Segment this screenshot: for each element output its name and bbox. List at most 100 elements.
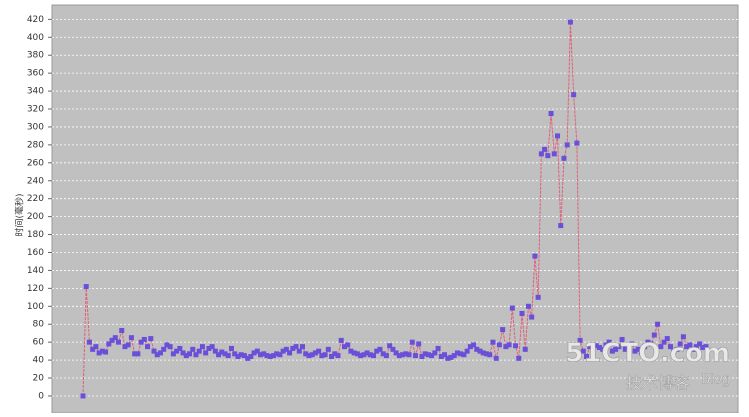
marker (638, 350, 644, 356)
marker (174, 348, 180, 354)
marker (154, 352, 160, 358)
marker (132, 351, 138, 357)
marker (454, 350, 460, 356)
marker (567, 19, 573, 25)
marker (403, 351, 409, 357)
marker (687, 342, 693, 348)
marker (358, 353, 364, 359)
marker (419, 354, 425, 360)
marker (703, 344, 709, 350)
marker (258, 352, 264, 358)
y-tick-label: 400 (27, 33, 44, 43)
marker (571, 92, 577, 98)
marker (622, 346, 628, 352)
marker (477, 348, 483, 354)
marker (103, 349, 109, 355)
marker (228, 345, 234, 351)
marker (80, 393, 86, 399)
marker (199, 344, 205, 350)
marker (619, 336, 625, 342)
y-tick-label: 180 (27, 230, 44, 240)
marker (509, 305, 515, 311)
marker (561, 155, 567, 161)
marker (632, 348, 638, 354)
marker (700, 345, 706, 351)
marker (429, 353, 435, 359)
marker (122, 344, 128, 350)
marker (300, 344, 306, 350)
marker (648, 341, 654, 347)
marker (667, 344, 673, 350)
marker (374, 348, 380, 354)
marker (577, 337, 583, 343)
marker (693, 344, 699, 350)
marker (232, 351, 238, 357)
marker (658, 344, 664, 350)
marker (241, 353, 247, 359)
marker (506, 342, 512, 348)
marker (461, 352, 467, 358)
marker (354, 351, 360, 357)
marker (432, 350, 438, 356)
marker (697, 341, 703, 347)
marker (128, 335, 134, 341)
marker (603, 342, 609, 348)
marker (435, 345, 441, 351)
marker (451, 353, 457, 359)
y-axis-label: 时间(毫秒) (14, 193, 26, 236)
marker (196, 348, 202, 354)
marker (296, 348, 302, 354)
marker (254, 348, 260, 354)
y-tick-label: 380 (27, 51, 44, 61)
marker (287, 350, 293, 356)
marker (251, 350, 257, 356)
marker (93, 344, 99, 350)
marker (377, 346, 383, 352)
marker (290, 345, 296, 351)
marker (157, 350, 163, 356)
y-tick-label: 160 (27, 248, 44, 258)
marker (170, 351, 176, 357)
marker (445, 355, 451, 361)
marker (86, 339, 92, 345)
marker (235, 354, 241, 360)
watermark: Blog (701, 373, 730, 388)
marker (109, 337, 115, 343)
marker (364, 350, 370, 356)
marker (645, 339, 651, 345)
marker (642, 344, 648, 350)
y-tick-label: 20 (33, 374, 45, 384)
marker (493, 355, 499, 361)
marker (664, 336, 670, 342)
marker (690, 346, 696, 352)
marker (309, 352, 315, 358)
marker (280, 348, 286, 354)
marker (522, 346, 528, 352)
marker (551, 151, 557, 157)
y-tick-label: 360 (27, 69, 44, 79)
marker (119, 328, 125, 334)
marker (293, 344, 299, 350)
marker (626, 344, 632, 350)
marker (283, 346, 289, 352)
marker (448, 354, 454, 360)
marker (393, 350, 399, 356)
marker (471, 342, 477, 348)
marker (164, 342, 170, 348)
marker (564, 142, 570, 148)
marker (525, 303, 531, 309)
y-tick-label: 100 (27, 302, 44, 312)
marker (513, 343, 519, 349)
marker (674, 346, 680, 352)
marker (422, 351, 428, 357)
marker (535, 294, 541, 300)
marker (671, 348, 677, 354)
marker (590, 342, 596, 348)
marker (361, 352, 367, 358)
marker (277, 352, 283, 358)
marker (116, 339, 122, 345)
marker (261, 351, 267, 357)
marker (151, 348, 157, 354)
y-tick-label: 120 (27, 284, 44, 294)
marker (613, 346, 619, 352)
